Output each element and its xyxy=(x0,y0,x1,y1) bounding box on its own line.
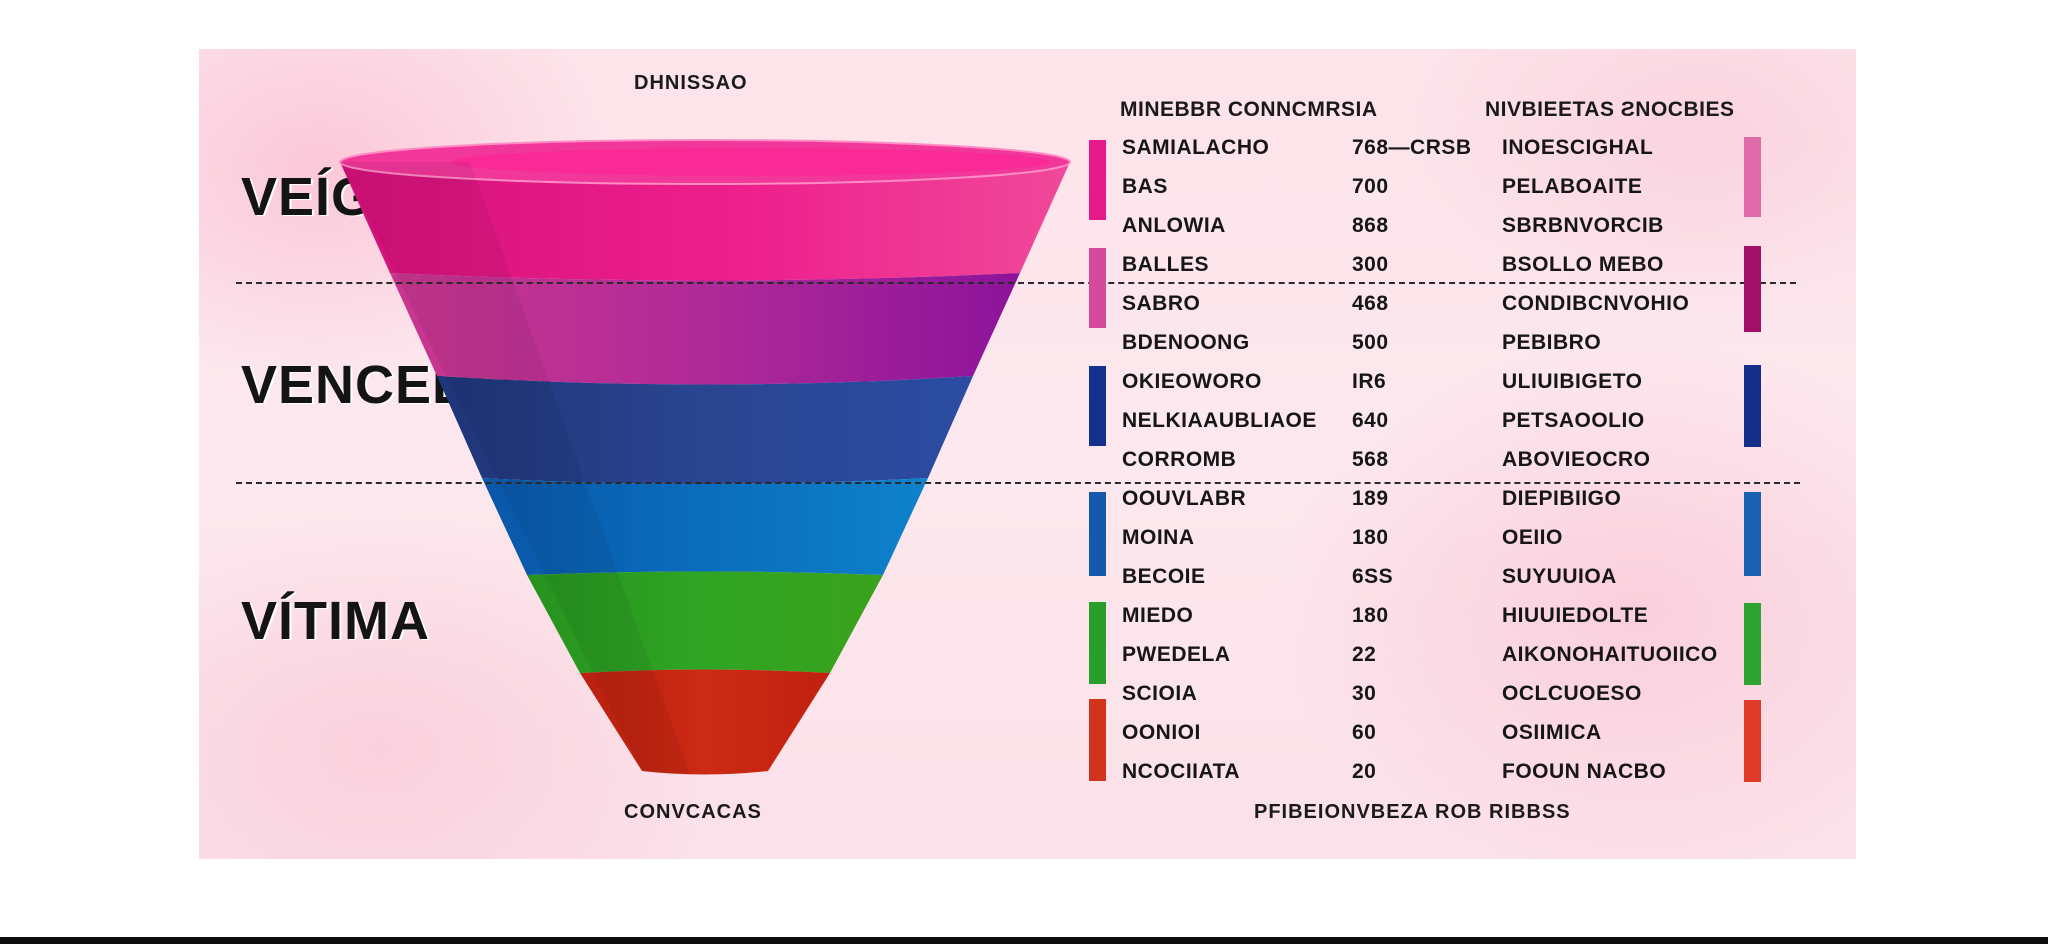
color-marker-left xyxy=(1089,699,1106,781)
color-marker-right xyxy=(1744,603,1761,685)
separator-lower xyxy=(236,482,1800,484)
color-marker-left xyxy=(1089,602,1106,684)
row-value: 180 xyxy=(1352,604,1389,627)
row-name: MOINA xyxy=(1122,526,1195,549)
color-marker-left xyxy=(1089,366,1106,446)
row-right: ULIUIBIGETO xyxy=(1502,370,1643,393)
row-right: PETSAOOLIO xyxy=(1502,409,1645,432)
row-value: 6SS xyxy=(1352,565,1394,588)
row-value: 300 xyxy=(1352,253,1389,276)
row-right: HIUUIEDOLTE xyxy=(1502,604,1649,627)
funnel-band-2 xyxy=(390,273,1020,385)
row-value: 189 xyxy=(1352,487,1389,510)
row-value: 568 xyxy=(1352,448,1389,471)
row-name: CORROMB xyxy=(1122,448,1237,471)
row-name: BAS xyxy=(1122,175,1168,198)
row-name: SCIOIA xyxy=(1122,682,1198,705)
row-value: 20 xyxy=(1352,760,1377,783)
row-name: OONIOI xyxy=(1122,721,1201,744)
table-header-right: NIVBIEETAS ƧNOCBIES xyxy=(1485,98,1735,121)
row-right: BSOLLO MEBO xyxy=(1502,253,1664,276)
row-name: SAMIALACHO xyxy=(1122,136,1270,159)
row-value: 500 xyxy=(1352,331,1389,354)
row-name: OOUVLABR xyxy=(1122,487,1247,510)
row-name: BDENOONG xyxy=(1122,331,1250,354)
row-name: ANLOWIA xyxy=(1122,214,1226,237)
row-right: SUYUUIOA xyxy=(1502,565,1617,588)
row-name: OKIEOWORO xyxy=(1122,370,1262,393)
color-marker-left xyxy=(1089,140,1106,220)
row-right: PEBIBRO xyxy=(1502,331,1602,354)
row-name: PWEDELA xyxy=(1122,643,1231,666)
funnel-top-caption: DHNISSAO xyxy=(634,72,748,94)
funnel-band-4 xyxy=(482,478,928,575)
color-marker-right xyxy=(1744,246,1761,332)
row-right: SBRBNVORCIB xyxy=(1502,214,1664,237)
row-right: OEIIO xyxy=(1502,526,1563,549)
row-value: 468 xyxy=(1352,292,1389,315)
color-marker-right xyxy=(1744,700,1761,782)
row-value: 868 xyxy=(1352,214,1389,237)
row-value: 60 xyxy=(1352,721,1377,744)
color-marker-left xyxy=(1089,492,1106,576)
row-value: 640 xyxy=(1352,409,1389,432)
row-right: CONDIBCNVOHIO xyxy=(1502,292,1690,315)
row-value: 30 xyxy=(1352,682,1377,705)
funnel-band-6 xyxy=(580,669,830,775)
row-right: INOESCIGHAL xyxy=(1502,136,1654,159)
color-marker-right xyxy=(1744,365,1761,447)
row-value: 768—CRSB xyxy=(1352,136,1472,159)
stage-label-vitima: VÍTIMA xyxy=(241,591,430,651)
row-value: IR6 xyxy=(1352,370,1387,393)
table-header-left: MINEBBR CONNCMRSIA xyxy=(1120,98,1378,121)
row-right: OSIIMICA xyxy=(1502,721,1602,744)
funnel-band-1 xyxy=(340,162,1070,281)
row-name: MIEDO xyxy=(1122,604,1194,627)
table-footer-caption: PFIBEIONVBEZA ROB RIBBSS xyxy=(1254,801,1571,823)
row-right: FOOUN NACBO xyxy=(1502,760,1667,783)
color-marker-right xyxy=(1744,137,1761,217)
row-name: NELKIAAUBLIAOE xyxy=(1122,409,1317,432)
color-marker-left xyxy=(1089,248,1106,328)
funnel-graphic xyxy=(339,139,1071,775)
row-right: OCLCUOESO xyxy=(1502,682,1642,705)
row-value: 22 xyxy=(1352,643,1377,666)
row-name: BALLES xyxy=(1122,253,1209,276)
row-value: 180 xyxy=(1352,526,1389,549)
row-name: NCOCIIATA xyxy=(1122,760,1241,783)
row-right: PELABOAITE xyxy=(1502,175,1643,198)
color-marker-right xyxy=(1744,492,1761,576)
funnel-bottom-caption: CONVCACAS xyxy=(624,801,762,823)
row-right: AIKONOHAITUOIICO xyxy=(1502,643,1718,666)
row-name: BECOIE xyxy=(1122,565,1206,588)
row-right: DIEPIBIIGO xyxy=(1502,487,1622,510)
row-name: SABRO xyxy=(1122,292,1201,315)
row-value: 700 xyxy=(1352,175,1389,198)
bottom-rule xyxy=(0,937,2048,944)
funnel-band-5 xyxy=(527,571,883,673)
row-right: ABOVIEOCRO xyxy=(1502,448,1651,471)
funnel-band-3 xyxy=(437,376,973,484)
separator-upper xyxy=(236,282,1796,284)
